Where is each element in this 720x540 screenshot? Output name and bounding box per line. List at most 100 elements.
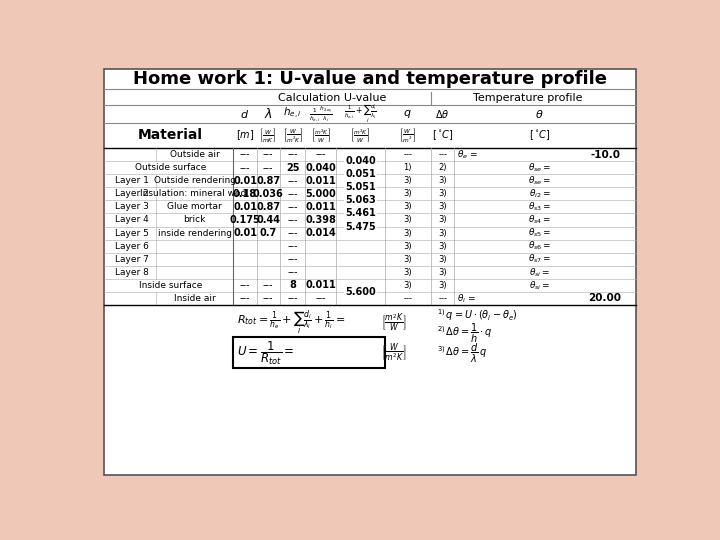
Text: $\theta_{s4}=$: $\theta_{s4}=$ [528, 214, 552, 226]
Text: 3): 3) [403, 268, 412, 277]
Text: ---: --- [240, 294, 251, 303]
Text: $\theta_{se}=$: $\theta_{se}=$ [528, 161, 551, 174]
Text: 3): 3) [403, 241, 412, 251]
Text: 3): 3) [403, 190, 412, 198]
Text: 3): 3) [438, 255, 447, 264]
Text: 3): 3) [438, 190, 447, 198]
Text: 20.00: 20.00 [588, 294, 621, 303]
Text: Calculation U-value: Calculation U-value [278, 93, 387, 103]
FancyBboxPatch shape [233, 338, 385, 368]
Text: Outside rendering: Outside rendering [153, 176, 235, 185]
Text: Layer 1: Layer 1 [114, 176, 148, 185]
Text: 3): 3) [438, 176, 447, 185]
Text: 3): 3) [438, 268, 447, 277]
Text: Layer 2: Layer 2 [114, 190, 148, 198]
Text: 0.398: 0.398 [305, 215, 336, 225]
Text: $\theta_{s5}=$: $\theta_{s5}=$ [528, 227, 552, 239]
Text: Material: Material [138, 129, 203, 142]
Text: Glue mortar: Glue mortar [167, 202, 222, 211]
Text: $[^\circ\!C]$: $[^\circ\!C]$ [528, 129, 550, 142]
Text: 0.036: 0.036 [253, 189, 284, 199]
Text: 25: 25 [286, 163, 300, 173]
Text: $\theta_i\,=\,$: $\theta_i\,=\,$ [456, 292, 476, 305]
Text: ---: --- [287, 294, 298, 303]
Text: 0.44: 0.44 [256, 215, 280, 225]
Text: Inside air: Inside air [174, 294, 215, 303]
Text: 0.040: 0.040 [345, 156, 376, 166]
Text: ---: --- [438, 294, 447, 303]
Text: Temperature profile: Temperature profile [473, 93, 582, 103]
Text: Outside surface: Outside surface [135, 163, 206, 172]
Text: $\left[\frac{W}{mK}\right]$: $\left[\frac{W}{mK}\right]$ [259, 126, 277, 144]
Text: $\theta_{si}=$: $\theta_{si}=$ [529, 266, 550, 279]
Text: ---: --- [240, 150, 251, 159]
Text: ---: --- [287, 228, 298, 238]
Text: $[m]$: $[m]$ [236, 129, 254, 142]
Text: ---: --- [263, 280, 274, 291]
Text: $q$: $q$ [403, 107, 412, 120]
Text: $^{3)}\,\Delta\theta = \dfrac{d}{\lambda}\,q$: $^{3)}\,\Delta\theta = \dfrac{d}{\lambda… [437, 342, 487, 365]
Text: ---: --- [287, 176, 298, 186]
Text: $h_{e,i}$: $h_{e,i}$ [283, 106, 302, 122]
Text: Layer 5: Layer 5 [114, 228, 148, 238]
Text: inside rendering: inside rendering [158, 228, 232, 238]
Text: $\theta_{se}=$: $\theta_{se}=$ [528, 174, 551, 187]
Text: Layer 8: Layer 8 [114, 268, 148, 277]
Text: 0.01: 0.01 [233, 202, 257, 212]
Text: 5.063: 5.063 [345, 195, 376, 205]
Text: $\Delta\theta$: $\Delta\theta$ [436, 107, 450, 120]
Text: 0.18: 0.18 [233, 189, 257, 199]
Text: $\theta_{s3}=$: $\theta_{s3}=$ [528, 201, 552, 213]
Text: 3): 3) [438, 228, 447, 238]
Text: 0.011: 0.011 [305, 280, 336, 291]
Text: $\left[\frac{m^2\!K}{W}\right]$: $\left[\frac{m^2\!K}{W}\right]$ [311, 126, 331, 144]
Text: 0.051: 0.051 [345, 169, 376, 179]
Text: $U = \dfrac{1}{R_{tot}} =$: $U = \dfrac{1}{R_{tot}} =$ [238, 339, 294, 367]
Text: ---: --- [287, 215, 298, 225]
Text: $R_{tot} = \frac{1}{h_e} + \sum_i \frac{d_i}{\lambda_i} + \frac{1}{h_i} =$: $R_{tot} = \frac{1}{h_e} + \sum_i \frac{… [238, 308, 346, 338]
Text: ---: --- [287, 254, 298, 264]
Text: $\theta_{i2}=$: $\theta_{i2}=$ [528, 187, 550, 200]
Text: ---: --- [403, 150, 413, 159]
Text: $\left[\frac{W}{m^2\!K}\right]$: $\left[\frac{W}{m^2\!K}\right]$ [283, 126, 302, 144]
Text: 3): 3) [403, 176, 412, 185]
Text: $^{1)}\,q = U \cdot (\theta_i - \theta_e)$: $^{1)}\,q = U \cdot (\theta_i - \theta_e… [437, 307, 518, 323]
Text: ---: --- [438, 150, 447, 159]
Text: Layer 3: Layer 3 [114, 202, 148, 211]
Text: 0.01: 0.01 [233, 176, 257, 186]
Text: Layer 4: Layer 4 [114, 215, 148, 225]
Text: $\theta_e\,=\,$: $\theta_e\,=\,$ [456, 148, 478, 161]
Text: 0.014: 0.014 [305, 228, 336, 238]
Text: Outside air: Outside air [170, 150, 220, 159]
Text: 3): 3) [403, 255, 412, 264]
Text: $\theta_{s6}=$: $\theta_{s6}=$ [528, 240, 552, 252]
Text: 3): 3) [403, 228, 412, 238]
Text: ---: --- [263, 294, 274, 303]
Text: 5.600: 5.600 [345, 287, 376, 297]
Text: 3): 3) [438, 281, 447, 290]
Text: Inside surface: Inside surface [138, 281, 202, 290]
Text: $\theta$: $\theta$ [535, 107, 544, 120]
Text: 0.87: 0.87 [256, 202, 280, 212]
FancyBboxPatch shape [104, 69, 636, 475]
Text: 0.011: 0.011 [305, 202, 336, 212]
Text: Insulation: mineral wool: Insulation: mineral wool [140, 190, 249, 198]
Text: ---: --- [287, 202, 298, 212]
Text: $\left[\frac{m^2\!K}{W}\right]$: $\left[\frac{m^2\!K}{W}\right]$ [351, 126, 371, 144]
Text: $\frac{1}{h_{e,i}}\frac{h_{2w_i}}{\lambda_i}$: $\frac{1}{h_{e,i}}\frac{h_{2w_i}}{\lambd… [309, 104, 333, 123]
Text: ---: --- [287, 241, 298, 251]
Text: $d$: $d$ [240, 107, 250, 120]
Text: 2): 2) [438, 163, 447, 172]
Text: ---: --- [263, 163, 274, 173]
Text: $\theta_{si}=$: $\theta_{si}=$ [529, 279, 550, 292]
Text: $^{2)}\,\Delta\theta = \dfrac{1}{h}\cdot q$: $^{2)}\,\Delta\theta = \dfrac{1}{h}\cdot… [437, 322, 493, 345]
Text: ---: --- [287, 267, 298, 278]
Text: ---: --- [315, 150, 326, 159]
Text: 0.7: 0.7 [260, 228, 277, 238]
Text: 3): 3) [438, 215, 447, 225]
Text: 0.87: 0.87 [256, 176, 280, 186]
Text: ---: --- [240, 280, 251, 291]
Text: 0.011: 0.011 [305, 176, 336, 186]
Text: 0.01: 0.01 [233, 228, 257, 238]
Text: ---: --- [240, 163, 251, 173]
